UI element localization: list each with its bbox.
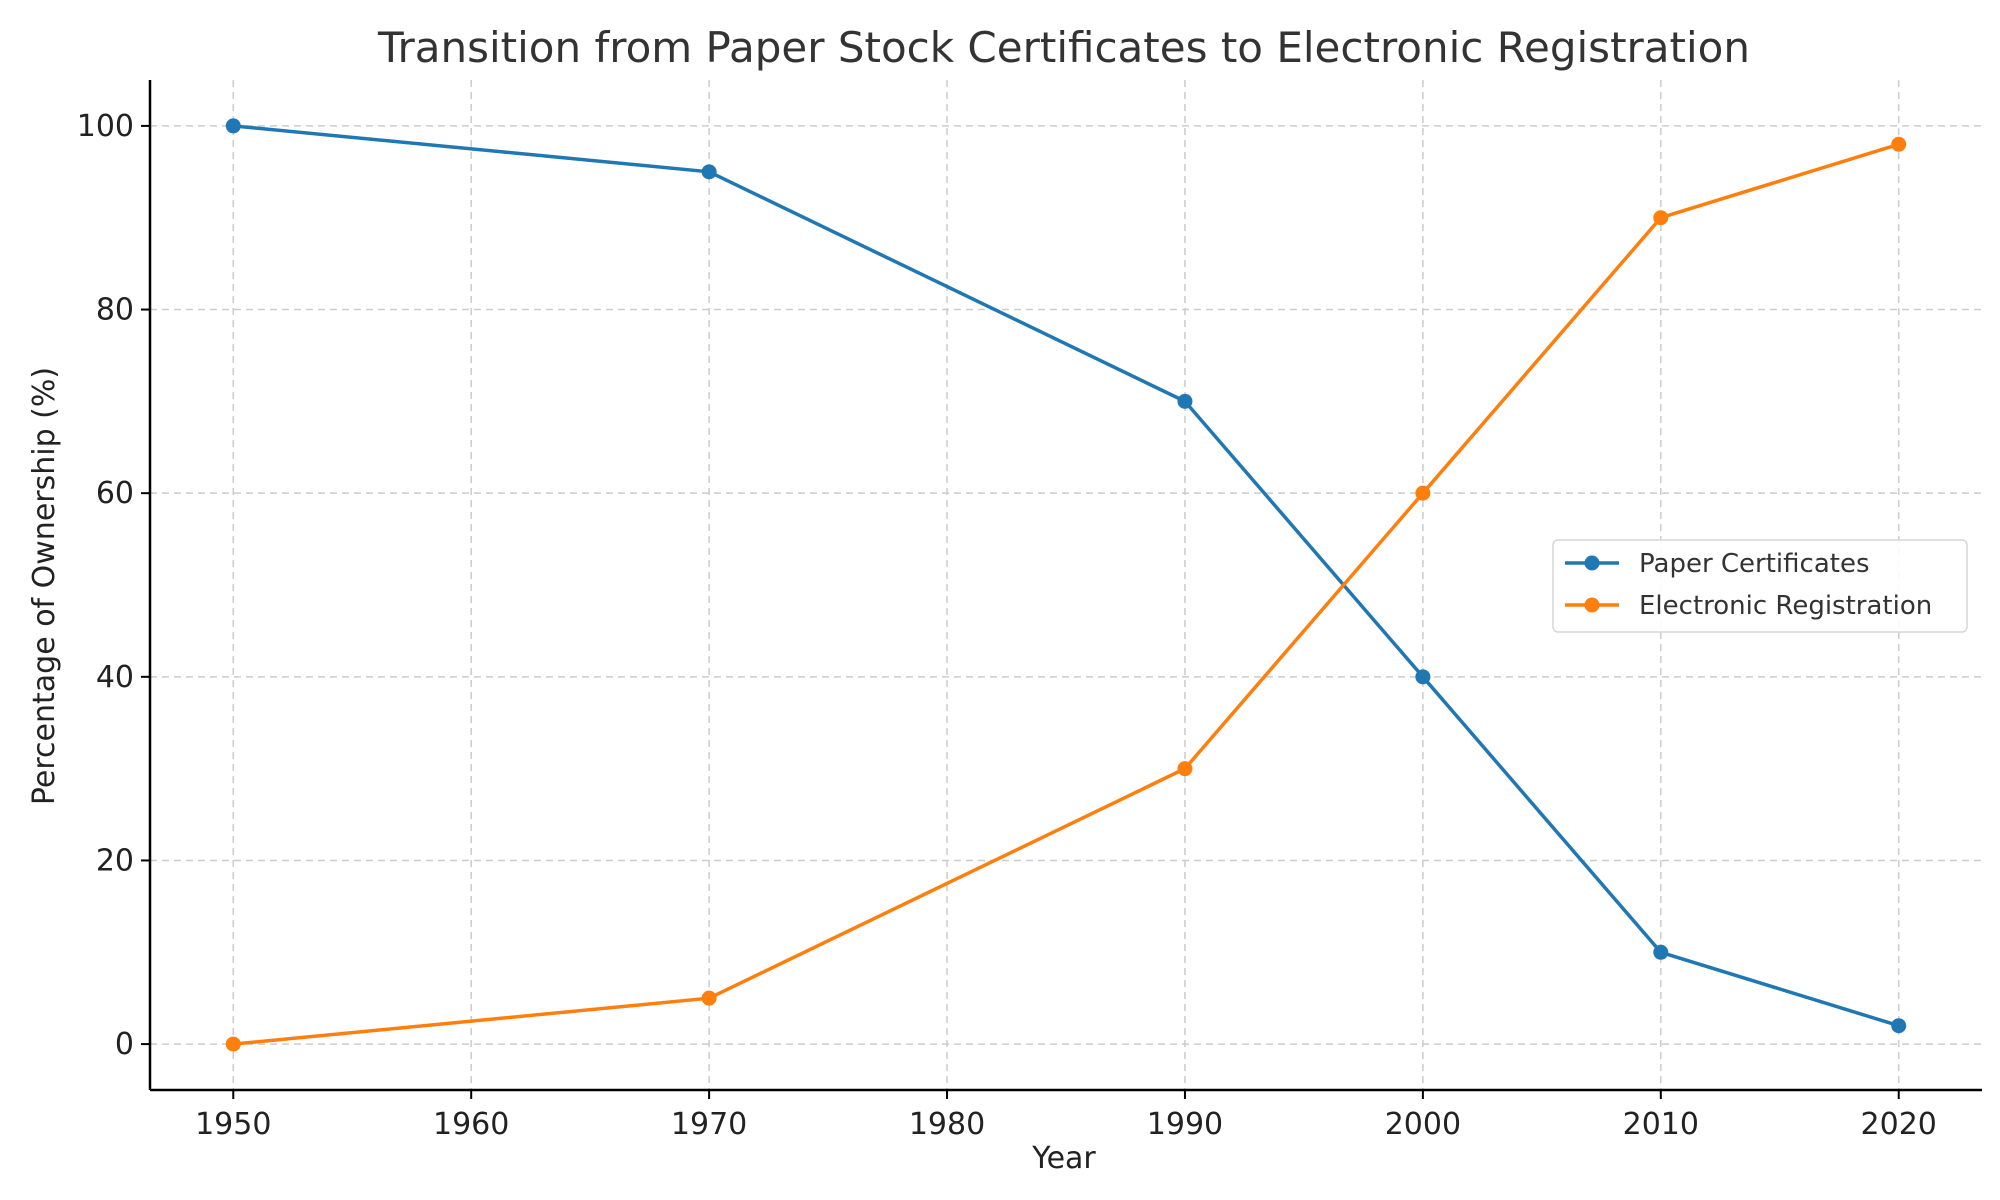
data-point-paper-certificates <box>1653 944 1669 960</box>
legend-label: Electronic Registration <box>1639 591 1932 621</box>
data-point-electronic-registration <box>225 1036 241 1052</box>
x-tick-label: 1950 <box>195 1107 271 1142</box>
y-tick-label: 0 <box>115 1027 134 1062</box>
legend-item-paper-certificates: Paper Certificates <box>1565 549 1870 579</box>
x-tick-label: 2000 <box>1385 1107 1461 1142</box>
legend-swatch-marker <box>1584 555 1600 571</box>
series-paper-certificates <box>225 118 1907 1034</box>
legend-swatch-marker <box>1584 597 1600 613</box>
grid-lines <box>150 80 1982 1090</box>
x-tick-label: 1990 <box>1147 1107 1223 1142</box>
y-tick-label: 40 <box>96 660 134 695</box>
y-axis-label: Percentage of Ownership (%) <box>27 367 62 805</box>
data-point-paper-certificates <box>1415 669 1431 685</box>
series-electronic-registration <box>225 136 1907 1052</box>
legend-label: Paper Certificates <box>1639 549 1870 579</box>
x-tick-label: 1960 <box>433 1107 509 1142</box>
data-point-paper-certificates <box>225 118 241 134</box>
x-axis-label: Year <box>1031 1141 1096 1176</box>
data-point-electronic-registration <box>1653 210 1669 226</box>
x-tick-label: 1980 <box>909 1107 985 1142</box>
y-tick-label: 60 <box>96 476 134 511</box>
data-point-electronic-registration <box>1891 136 1907 152</box>
y-tick-label: 80 <box>96 293 134 328</box>
axes: 1950 1960 1970 1980 1990 2000 2010 2020 0 20 40 60 8… <box>77 80 1982 1142</box>
data-point-electronic-registration <box>1177 761 1193 777</box>
series-layer <box>225 118 1907 1052</box>
legend-item-electronic-registration: Electronic Registration <box>1565 591 1932 621</box>
data-point-paper-certificates <box>1891 1018 1907 1034</box>
data-point-paper-certificates <box>701 164 717 180</box>
y-tick-label: 20 <box>96 843 134 878</box>
legend: Paper Certificates Electronic Registratio… <box>1552 539 1968 633</box>
series-line-paper-certificates <box>233 124 1900 1028</box>
data-point-paper-certificates <box>1177 393 1193 409</box>
x-tick-label: 2020 <box>1861 1107 1937 1142</box>
y-tick-label: 100 <box>77 109 134 144</box>
x-tick-label: 2010 <box>1623 1107 1699 1142</box>
chart-title: Transition from Paper Stock Certificates… <box>377 23 1750 72</box>
x-tick-label: 1970 <box>671 1107 747 1142</box>
legend-box <box>1552 539 1968 633</box>
series-line-electronic-registration <box>233 142 1900 1046</box>
data-point-electronic-registration <box>1415 485 1431 501</box>
data-point-electronic-registration <box>701 990 717 1006</box>
